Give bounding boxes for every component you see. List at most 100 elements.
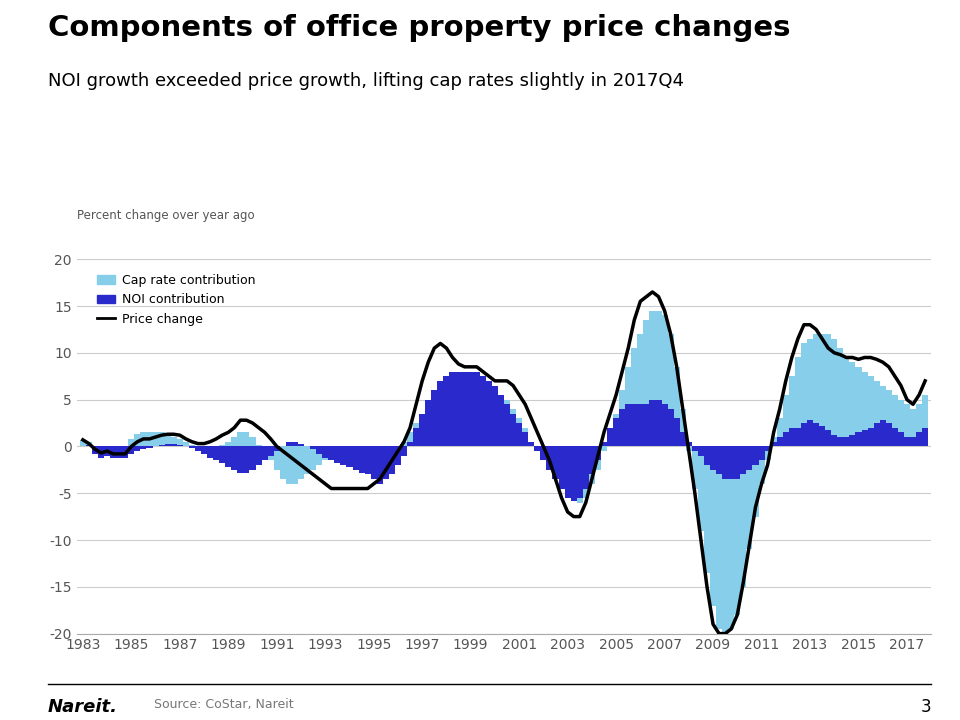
Bar — [420, 413, 425, 446]
Bar — [874, 381, 879, 446]
Bar — [468, 376, 473, 446]
Bar — [698, 446, 704, 531]
Bar — [746, 446, 753, 549]
Bar — [559, 446, 564, 488]
Bar — [782, 395, 789, 446]
Bar — [153, 432, 158, 446]
Bar — [758, 446, 764, 484]
Bar — [850, 435, 855, 446]
Bar — [771, 437, 777, 446]
Bar — [692, 446, 698, 488]
Bar — [462, 376, 468, 446]
Bar — [371, 446, 376, 461]
Bar — [407, 432, 413, 446]
Bar — [637, 334, 643, 446]
Bar — [910, 409, 916, 446]
Bar — [359, 446, 365, 454]
Bar — [334, 446, 341, 463]
Bar — [904, 404, 910, 446]
Bar — [577, 446, 583, 503]
Bar — [268, 446, 274, 461]
Text: Nareit.: Nareit. — [48, 698, 118, 716]
Bar — [201, 446, 207, 449]
Bar — [328, 446, 334, 456]
Bar — [886, 423, 892, 446]
Price change — [647, 287, 659, 296]
Bar — [819, 426, 826, 446]
Bar — [182, 441, 189, 446]
Bar — [359, 446, 365, 472]
Bar — [298, 444, 304, 446]
Bar — [207, 446, 213, 451]
Text: Percent change over year ago: Percent change over year ago — [77, 209, 254, 222]
Bar — [219, 446, 226, 463]
Bar — [492, 385, 498, 446]
Bar — [274, 446, 279, 451]
Bar — [201, 446, 207, 454]
Bar — [522, 428, 528, 446]
Bar — [559, 446, 564, 488]
Bar — [171, 437, 177, 446]
Bar — [813, 334, 819, 446]
Bar — [807, 420, 813, 446]
Bar — [413, 428, 420, 446]
Bar — [771, 441, 777, 446]
Bar — [588, 446, 595, 484]
Text: 3: 3 — [921, 698, 931, 716]
Bar — [898, 432, 904, 446]
Bar — [473, 376, 480, 446]
Text: Components of office property price changes: Components of office property price chan… — [48, 14, 790, 42]
Bar — [510, 413, 516, 446]
Bar — [389, 446, 395, 456]
Bar — [274, 446, 279, 469]
Bar — [522, 432, 528, 446]
Bar — [722, 446, 729, 634]
Bar — [504, 404, 510, 446]
Bar — [850, 362, 855, 446]
Bar — [923, 428, 928, 446]
Bar — [710, 446, 716, 606]
Bar — [789, 428, 795, 446]
Bar — [347, 446, 352, 449]
Bar — [607, 428, 613, 446]
Price change — [228, 423, 240, 432]
Bar — [601, 441, 607, 446]
Bar — [328, 446, 334, 461]
Bar — [868, 376, 874, 446]
Bar — [643, 404, 649, 446]
Bar — [304, 446, 310, 474]
Bar — [122, 446, 129, 454]
Bar — [376, 446, 383, 484]
Bar — [104, 446, 110, 456]
Bar — [250, 437, 255, 446]
Bar — [692, 446, 698, 451]
Bar — [116, 446, 122, 458]
Bar — [595, 446, 601, 461]
Bar — [189, 446, 195, 449]
Bar — [837, 437, 843, 446]
Bar — [262, 446, 268, 461]
Bar — [782, 432, 789, 446]
Bar — [147, 446, 153, 449]
Bar — [165, 434, 171, 446]
Bar — [722, 446, 729, 480]
Bar — [831, 435, 837, 446]
Bar — [546, 446, 552, 469]
Bar — [892, 428, 898, 446]
Bar — [764, 446, 771, 451]
Bar — [255, 444, 262, 446]
Bar — [674, 366, 680, 446]
Bar — [438, 381, 444, 446]
Bar — [916, 404, 923, 446]
Bar — [795, 428, 801, 446]
Bar — [649, 400, 656, 446]
Bar — [632, 404, 637, 446]
Bar — [425, 400, 431, 446]
Bar — [244, 432, 250, 446]
Bar — [255, 446, 262, 465]
Price change — [77, 436, 88, 444]
Bar — [661, 315, 667, 446]
Bar — [129, 446, 134, 454]
Bar — [661, 404, 667, 446]
Bar — [704, 446, 710, 573]
